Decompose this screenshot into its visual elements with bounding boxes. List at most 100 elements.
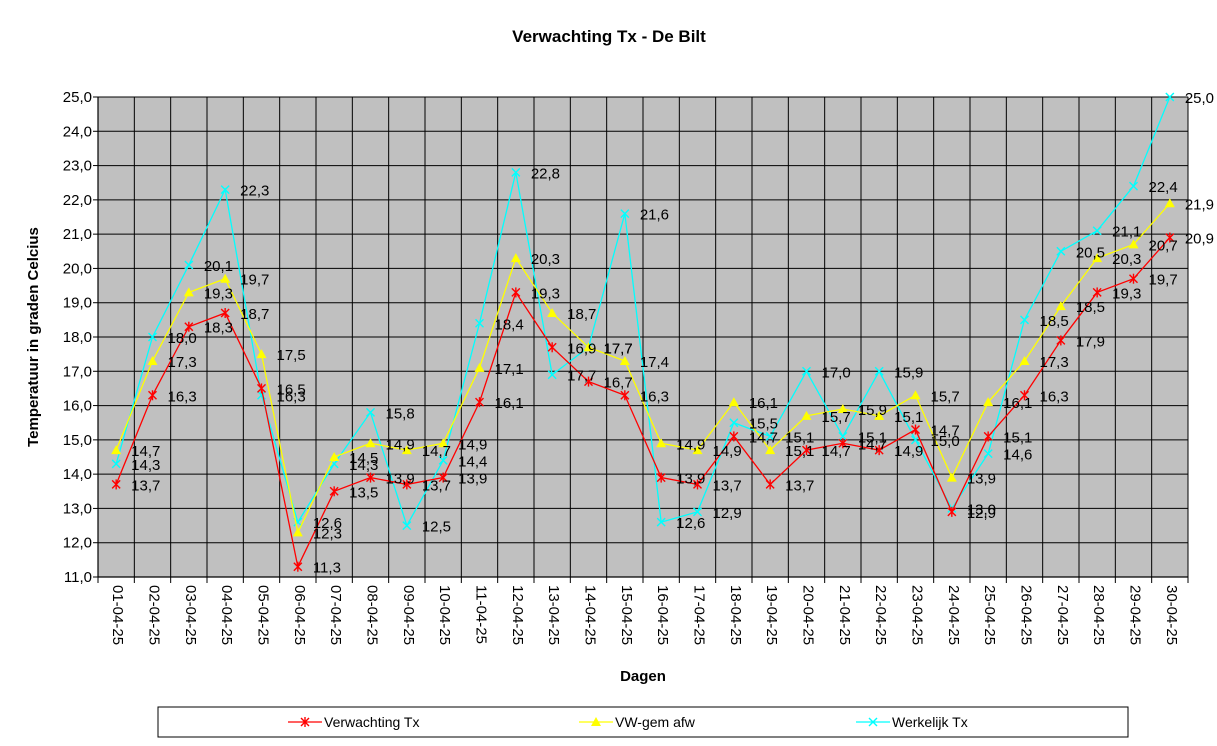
data-point bbox=[946, 472, 957, 482]
x-tick-label: 23-04-25 bbox=[909, 585, 926, 645]
x-tick-label: 02-04-25 bbox=[146, 585, 163, 645]
data-label: 16,1 bbox=[749, 395, 778, 412]
data-label: 16,9 bbox=[567, 340, 596, 357]
data-label: 13,0 bbox=[967, 501, 996, 518]
data-point bbox=[947, 506, 957, 517]
data-point bbox=[874, 410, 885, 420]
data-label: 17,9 bbox=[1076, 333, 1105, 350]
data-label: 12,6 bbox=[313, 515, 342, 532]
data-point bbox=[547, 370, 557, 380]
data-point bbox=[1056, 246, 1066, 256]
data-point bbox=[1165, 232, 1175, 243]
data-point bbox=[983, 431, 993, 442]
data-point bbox=[438, 438, 449, 448]
data-point bbox=[838, 438, 848, 449]
x-tick-label: 15-04-25 bbox=[618, 585, 635, 645]
data-label: 25,0 bbox=[1185, 90, 1214, 107]
data-label: 15,7 bbox=[931, 388, 960, 405]
data-label: 17,3 bbox=[1040, 354, 1069, 371]
data-label: 13,7 bbox=[422, 477, 451, 494]
data-label: 18,5 bbox=[1076, 299, 1105, 316]
data-point bbox=[111, 479, 121, 490]
data-point bbox=[1020, 390, 1029, 401]
data-label: 15,1 bbox=[858, 429, 887, 446]
data-point bbox=[401, 445, 412, 455]
data-point bbox=[619, 356, 630, 365]
data-label: 14,7 bbox=[931, 423, 960, 440]
data-label: 14,3 bbox=[131, 457, 160, 474]
data-label: 19,7 bbox=[240, 272, 269, 289]
data-point bbox=[1092, 287, 1102, 298]
data-label: 14,9 bbox=[458, 436, 487, 453]
data-point bbox=[802, 366, 811, 376]
x-axis-title: Dagen bbox=[620, 668, 666, 685]
data-label: 12,9 bbox=[967, 505, 996, 522]
data-point bbox=[801, 410, 812, 420]
data-point bbox=[802, 445, 811, 456]
data-point bbox=[1056, 335, 1066, 346]
data-label: 12,5 bbox=[422, 519, 451, 536]
data-point bbox=[874, 366, 884, 376]
data-label: 13,9 bbox=[386, 471, 415, 488]
data-point bbox=[184, 260, 194, 270]
x-tick-label: 01-04-25 bbox=[109, 585, 126, 645]
data-point bbox=[911, 424, 920, 435]
data-label: 20,7 bbox=[1149, 237, 1178, 254]
data-label: 14,7 bbox=[131, 443, 160, 460]
x-tick-label: 12-04-25 bbox=[509, 585, 526, 645]
data-point bbox=[1129, 273, 1138, 284]
x-tick-label: 28-04-25 bbox=[1090, 585, 1107, 645]
data-point bbox=[329, 486, 339, 497]
x-tick-label: 04-04-25 bbox=[218, 585, 235, 645]
data-label: 15,1 bbox=[1003, 429, 1032, 446]
legend-item: Verwachting Tx bbox=[288, 714, 419, 730]
data-label: 18,4 bbox=[495, 316, 524, 333]
y-tick-label: 22,0 bbox=[63, 192, 92, 209]
data-point bbox=[620, 390, 630, 401]
data-point bbox=[365, 438, 376, 448]
chart-title: Verwachting Tx - De Bilt bbox=[512, 27, 706, 46]
x-tick-label: 07-04-25 bbox=[327, 585, 344, 645]
data-label: 15,9 bbox=[894, 364, 923, 381]
legend-label: Werkelijk Tx bbox=[892, 714, 968, 730]
y-tick-label: 16,0 bbox=[63, 398, 92, 415]
legend-label: VW-gem afw bbox=[615, 714, 696, 730]
data-label: 13,7 bbox=[131, 477, 160, 494]
data-point bbox=[1164, 198, 1175, 208]
data-label: 15,9 bbox=[858, 402, 887, 419]
data-label: 19,3 bbox=[204, 285, 233, 302]
data-point bbox=[729, 418, 739, 428]
data-point bbox=[220, 185, 230, 195]
data-point bbox=[148, 390, 157, 401]
x-tick-label: 13-04-25 bbox=[545, 585, 562, 645]
x-axis: 01-04-25 02-04-25 03-04-25 04-04-25 05-04-25… bbox=[97, 576, 1189, 645]
data-point bbox=[765, 445, 776, 455]
data-point bbox=[438, 455, 448, 465]
x-tick-label: 24-04-25 bbox=[945, 585, 962, 645]
data-point bbox=[584, 376, 593, 387]
y-axis-title: Temperatuur in graden Celcius bbox=[25, 227, 42, 447]
y-tick-label: 15,0 bbox=[63, 432, 92, 449]
data-label: 20,3 bbox=[531, 251, 560, 268]
data-point bbox=[583, 342, 594, 352]
data-point bbox=[220, 273, 231, 283]
data-point bbox=[257, 390, 266, 400]
x-tick-label: 18-04-25 bbox=[727, 585, 744, 645]
data-label: 13,9 bbox=[967, 471, 996, 488]
data-label: 17,7 bbox=[604, 340, 633, 357]
legend-item: VW-gem afw bbox=[579, 714, 696, 730]
data-label: 14,4 bbox=[458, 453, 487, 470]
data-point bbox=[402, 521, 412, 531]
data-point bbox=[547, 308, 558, 317]
data-point bbox=[147, 356, 158, 365]
data-label: 16,1 bbox=[1003, 395, 1032, 412]
data-point bbox=[838, 431, 848, 441]
data-point bbox=[148, 332, 157, 342]
legend-label: Verwachting Tx bbox=[324, 714, 419, 730]
data-label: 15,1 bbox=[785, 443, 814, 460]
data-labels: 13,7 16,3 18,3 18,7 16,5 11,3 13,5 13,9 13,7 13,9… bbox=[131, 90, 1214, 577]
data-label: 12,6 bbox=[676, 515, 705, 532]
x-tick-label: 20-04-25 bbox=[800, 585, 817, 645]
x-tick-label: 30-04-25 bbox=[1163, 585, 1180, 645]
